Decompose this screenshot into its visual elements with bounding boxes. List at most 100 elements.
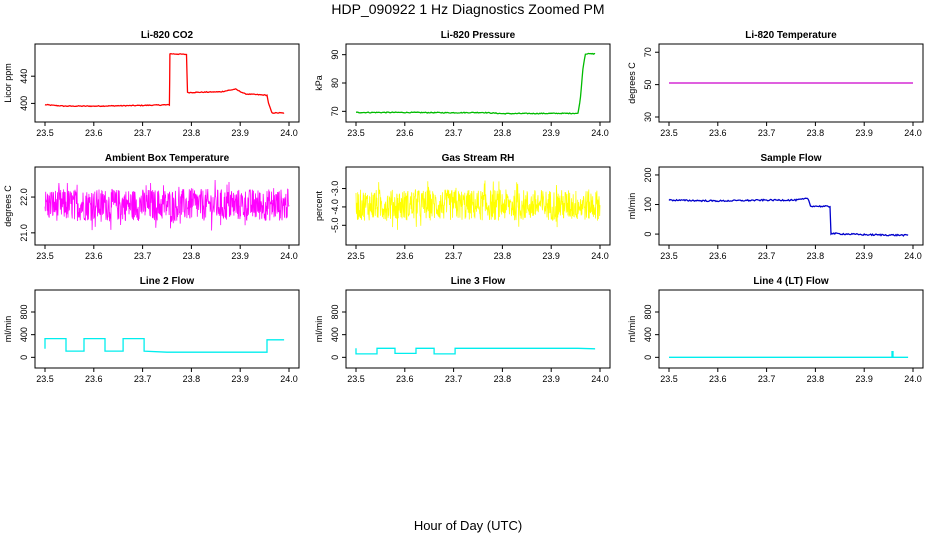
- panel-3: Li-820 Temperature degrees C 23.5 23.6 23.7 2…: [627, 30, 924, 138]
- x-tick-label: 23.5: [36, 374, 54, 384]
- y-tick-label: 440: [19, 69, 29, 84]
- x-tick-label: 23.5: [660, 251, 678, 261]
- y-tick-label: 800: [330, 304, 340, 319]
- x-tick-label: 23.7: [134, 374, 152, 384]
- plot-frame: [345, 43, 611, 123]
- series-line-1: [355, 347, 596, 355]
- panel-4: Ambient Box Temperature degrees C 23.5 23.6…: [3, 153, 300, 261]
- plot-frame: [658, 43, 924, 123]
- panel-2: Li-820 Pressure kPa 23.5 23.6 23.7 23.8 23.9 24…: [314, 30, 611, 138]
- x-tick-label: 23.5: [347, 374, 365, 384]
- y-axis-label: kPa: [314, 75, 324, 91]
- y-tick-label: 70: [643, 47, 653, 57]
- x-tick-label: 23.8: [183, 128, 201, 138]
- panel-title: Line 4 (LT) Flow: [753, 276, 829, 287]
- y-tick-label: 0: [330, 355, 340, 360]
- x-tick-label: 24.0: [591, 251, 609, 261]
- panel-8: Line 3 Flow ml/min 23.5 23.6 23.7 23.8 23.9 24.…: [314, 276, 611, 384]
- y-tick-label: 50: [643, 80, 653, 90]
- y-tick-label: 0: [643, 355, 653, 360]
- x-tick-label: 23.8: [494, 374, 512, 384]
- panel-title: Line 2 Flow: [140, 276, 195, 287]
- series-line-1: [668, 197, 909, 237]
- x-tick-label: 23.5: [660, 128, 678, 138]
- x-tick-label: 23.6: [396, 128, 414, 138]
- plot-frame: [345, 166, 611, 246]
- y-tick-label: 70: [330, 106, 340, 116]
- series-line-1: [356, 52, 596, 115]
- panel-title: Line 3 Flow: [451, 276, 506, 287]
- x-tick-label: 23.9: [855, 128, 873, 138]
- y-tick-label: 90: [330, 50, 340, 60]
- x-tick-label: 24.0: [280, 128, 298, 138]
- panel-9: Line 4 (LT) Flow ml/min 23.5 23.6 23.7 23.8 23…: [627, 276, 924, 384]
- y-axis-label: ml/min: [627, 316, 637, 343]
- y-tick-label: 0: [643, 232, 653, 237]
- y-tick-label: -5.0: [330, 218, 340, 234]
- y-tick-label: 400: [19, 327, 29, 342]
- x-tick-label: 23.6: [85, 251, 103, 261]
- x-tick-label: 23.9: [231, 128, 249, 138]
- x-tick-label: 23.7: [134, 128, 152, 138]
- x-tick-label: 23.5: [660, 374, 678, 384]
- y-tick-label: 200: [643, 167, 653, 182]
- x-tick-label: 23.5: [36, 251, 54, 261]
- x-tick-label: 23.8: [807, 251, 825, 261]
- y-tick-label: 0: [19, 355, 29, 360]
- x-axis-label: Hour of Day (UTC): [413, 518, 523, 533]
- y-tick-label: -3.0: [330, 181, 340, 197]
- y-axis-label: ml/min: [314, 316, 324, 343]
- y-axis-label: percent: [314, 190, 324, 221]
- x-tick-label: 23.8: [494, 251, 512, 261]
- x-tick-label: 23.9: [231, 251, 249, 261]
- plot-frame: [658, 166, 924, 246]
- x-tick-label: 23.7: [758, 128, 776, 138]
- plot-frame: [658, 289, 924, 369]
- x-tick-label: 23.8: [807, 128, 825, 138]
- x-tick-label: 24.0: [591, 128, 609, 138]
- panel-title: Sample Flow: [760, 153, 821, 164]
- y-tick-label: 400: [643, 327, 653, 342]
- x-tick-label: 23.6: [396, 374, 414, 384]
- x-tick-label: 23.7: [445, 128, 463, 138]
- y-tick-label: 30: [643, 112, 653, 122]
- figure-title: HDP_090922 1 Hz Diagnostics Zoomed PM: [331, 1, 605, 17]
- series-line-1: [669, 351, 909, 358]
- x-tick-label: 23.5: [347, 251, 365, 261]
- panel-title: Li-820 Pressure: [441, 30, 516, 41]
- y-tick-label: 100: [643, 197, 653, 212]
- y-tick-label: 80: [330, 78, 340, 88]
- y-axis-label: ml/min: [3, 316, 13, 343]
- y-tick-label: 400: [330, 327, 340, 342]
- x-tick-label: 24.0: [280, 251, 298, 261]
- y-axis-label: degrees C: [627, 62, 637, 104]
- x-tick-label: 23.7: [758, 251, 776, 261]
- x-tick-label: 24.0: [904, 374, 922, 384]
- y-axis-label: ml/min: [627, 193, 637, 220]
- series-line-1: [355, 180, 601, 230]
- plot-frame: [34, 289, 300, 369]
- plot-frame: [34, 166, 300, 246]
- y-tick-label: 800: [19, 304, 29, 319]
- x-tick-label: 23.5: [347, 128, 365, 138]
- x-tick-label: 23.9: [855, 374, 873, 384]
- x-tick-label: 24.0: [591, 374, 609, 384]
- x-tick-label: 24.0: [904, 128, 922, 138]
- x-tick-label: 24.0: [904, 251, 922, 261]
- x-tick-label: 23.7: [445, 374, 463, 384]
- x-tick-label: 23.5: [36, 128, 54, 138]
- x-tick-label: 23.8: [494, 128, 512, 138]
- panel-1: Li-820 CO2 Licor ppm 23.5 23.6 23.7 23.8 23.9 2…: [3, 30, 300, 138]
- plot-frame: [345, 289, 611, 369]
- x-tick-label: 23.7: [134, 251, 152, 261]
- y-axis-label: degrees C: [3, 185, 13, 227]
- y-tick-label: 800: [643, 304, 653, 319]
- x-tick-label: 24.0: [280, 374, 298, 384]
- y-tick-label: -4.0: [330, 199, 340, 215]
- x-tick-label: 23.6: [85, 128, 103, 138]
- panel-6: Sample Flow ml/min 23.5 23.6 23.7 23.8 23.9 24.…: [627, 153, 924, 261]
- x-tick-label: 23.9: [542, 251, 560, 261]
- panel-title: Ambient Box Temperature: [105, 153, 230, 164]
- x-tick-label: 23.6: [709, 128, 727, 138]
